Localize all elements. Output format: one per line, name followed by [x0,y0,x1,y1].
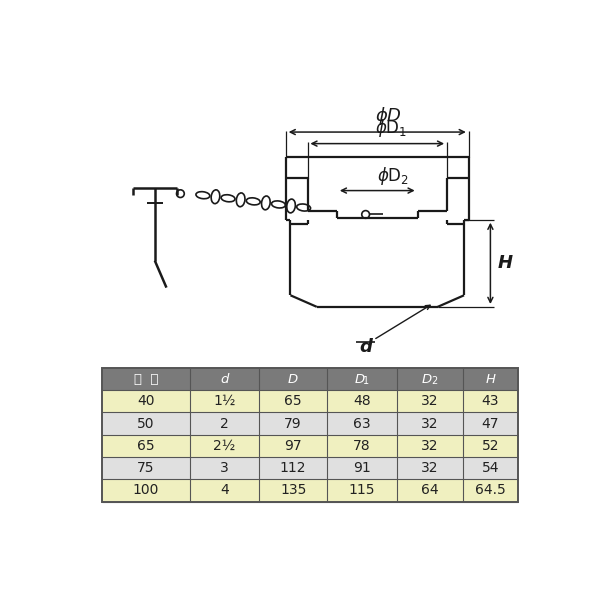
Text: 52: 52 [482,439,499,453]
Text: D: D [422,373,433,386]
Text: 79: 79 [284,416,302,431]
Text: d: d [220,373,229,386]
Text: 2½: 2½ [214,439,236,453]
Text: H: H [485,373,496,386]
Bar [102,390,518,412]
Text: 48: 48 [353,394,371,408]
Text: H: H [497,254,512,272]
Text: 135: 135 [280,484,307,497]
Text: 32: 32 [421,416,439,431]
Text: 43: 43 [482,394,499,408]
Text: $\phi$D: $\phi$D [376,104,403,127]
Text: 64: 64 [421,484,439,497]
Text: 65: 65 [284,394,302,408]
Bar [102,457,518,479]
Text: $\phi$D$_{\mathregular{2}}$: $\phi$D$_{\mathregular{2}}$ [377,165,409,187]
Text: 78: 78 [353,439,371,453]
Text: D: D [354,373,365,386]
Text: 32: 32 [421,439,439,453]
Text: 32: 32 [421,394,439,408]
Text: 63: 63 [353,416,371,431]
Text: 100: 100 [133,484,159,497]
Text: 97: 97 [284,439,302,453]
Text: 54: 54 [482,461,499,475]
Text: 3: 3 [220,461,229,475]
Text: $\phi$D$_{\mathregular{1}}$: $\phi$D$_{\mathregular{1}}$ [375,117,407,139]
Text: 65: 65 [137,439,155,453]
Text: 32: 32 [421,461,439,475]
Bar [102,479,518,502]
Text: 64.5: 64.5 [475,484,506,497]
Text: 寸  法: 寸 法 [134,373,158,386]
Bar [102,434,518,457]
Text: d: d [359,338,372,356]
Text: 50: 50 [137,416,155,431]
Text: 115: 115 [349,484,375,497]
Text: 112: 112 [280,461,307,475]
Text: 75: 75 [137,461,155,475]
Text: 1½: 1½ [214,394,236,408]
Text: 47: 47 [482,416,499,431]
Text: 1: 1 [364,376,370,386]
Bar [102,368,518,390]
Bar [102,368,518,502]
Bar [102,412,518,434]
Text: 2: 2 [220,416,229,431]
Text: 2: 2 [431,376,437,386]
Text: 91: 91 [353,461,371,475]
Text: D: D [288,373,298,386]
Text: 40: 40 [137,394,155,408]
Text: 4: 4 [220,484,229,497]
